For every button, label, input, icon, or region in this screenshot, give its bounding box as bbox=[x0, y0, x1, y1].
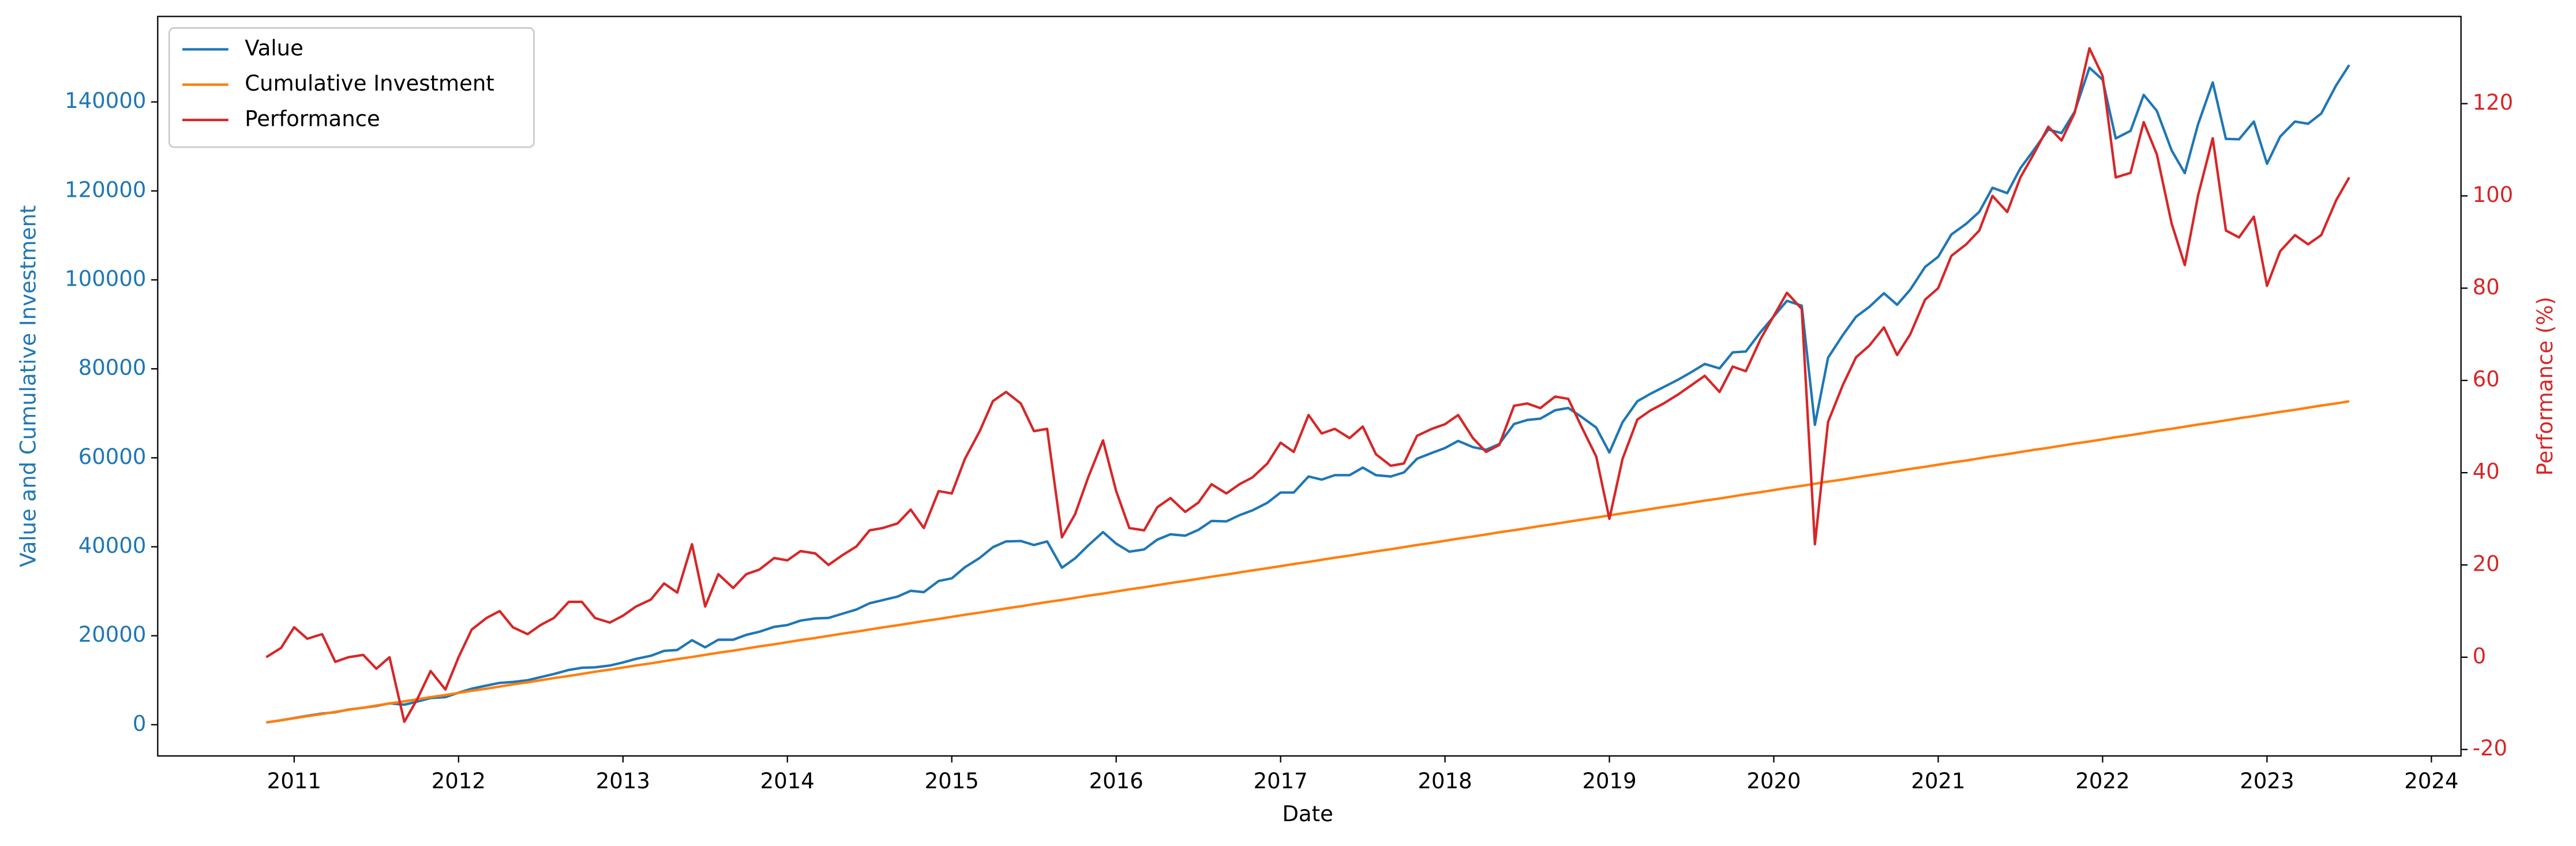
y2-tick-label: 60 bbox=[2473, 367, 2500, 392]
x-tick-label: 2017 bbox=[1254, 769, 1308, 793]
y2-axis-label: Performance (%) bbox=[2533, 297, 2558, 476]
y-tick-label: 20000 bbox=[78, 622, 147, 647]
y2-tick-label: 40 bbox=[2473, 459, 2500, 484]
legend-label: Value bbox=[245, 36, 303, 61]
series-line bbox=[266, 64, 2350, 724]
x-tick-label: 2014 bbox=[760, 769, 815, 793]
series-line bbox=[266, 400, 2350, 724]
y2-tick-label: 80 bbox=[2473, 275, 2500, 300]
x-tick-label: 2011 bbox=[267, 769, 321, 793]
y-tick-label: 100000 bbox=[65, 266, 146, 291]
x-tick-label: 2021 bbox=[1911, 769, 1965, 793]
x-tick-label: 2024 bbox=[2404, 769, 2458, 793]
legend-label: Cumulative Investment bbox=[245, 71, 494, 96]
y2-tick-label: 20 bbox=[2473, 551, 2500, 576]
y-tick-label: 0 bbox=[133, 711, 147, 736]
y-tick-label: 140000 bbox=[65, 88, 146, 113]
y2-tick-label: 0 bbox=[2473, 643, 2487, 668]
y2-tick-label: -20 bbox=[2473, 736, 2507, 761]
x-tick-label: 2022 bbox=[2075, 769, 2129, 793]
plot-frame bbox=[157, 16, 2462, 757]
x-tick-label: 2013 bbox=[596, 769, 650, 793]
x-tick-label: 2015 bbox=[925, 769, 979, 793]
series-line bbox=[265, 47, 2350, 723]
y-tick-label: 60000 bbox=[78, 444, 147, 469]
y-axis-label: Value and Cumulative Investment bbox=[16, 205, 41, 567]
x-axis-label: Date bbox=[1282, 802, 1333, 826]
x-tick-label: 2016 bbox=[1089, 769, 1143, 793]
y2-tick-label: 120 bbox=[2473, 90, 2514, 115]
legend-label: Performance bbox=[245, 106, 380, 131]
x-tick-label: 2020 bbox=[1746, 769, 1801, 793]
x-tick-label: 2018 bbox=[1418, 769, 1472, 793]
x-tick-label: 2019 bbox=[1582, 769, 1636, 793]
y-tick-label: 40000 bbox=[78, 533, 147, 558]
y-tick-label: 120000 bbox=[65, 177, 146, 202]
x-tick-label: 2023 bbox=[2240, 769, 2294, 793]
y2-tick-label: 100 bbox=[2473, 182, 2514, 207]
x-tick-label: 2012 bbox=[432, 769, 486, 793]
legend-box bbox=[168, 27, 535, 148]
y-tick-label: 80000 bbox=[78, 355, 147, 380]
